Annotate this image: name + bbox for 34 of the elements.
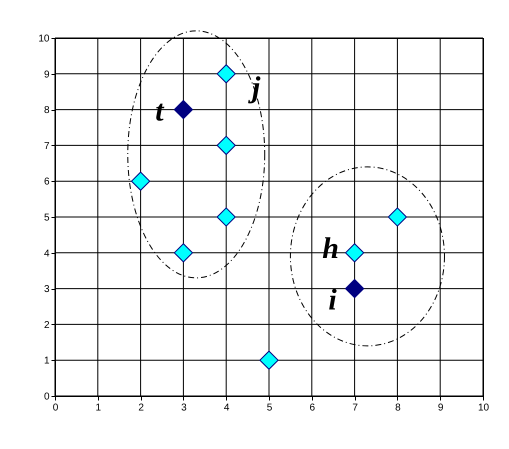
y-tick-label: 6	[44, 176, 50, 188]
x-tick-label: 5	[266, 402, 273, 414]
annotation: j	[248, 70, 262, 104]
annotation: i	[328, 284, 338, 317]
x-tick-label: 6	[310, 402, 316, 414]
y-tick-label: 0	[44, 392, 50, 402]
y-tick-label: 9	[44, 69, 50, 80]
x-tick-label: 9	[438, 402, 444, 414]
x-tick-label: 0	[52, 402, 59, 414]
point	[174, 100, 193, 120]
x-tick-label: 8	[395, 402, 402, 414]
y-tick-label: 4	[44, 248, 50, 260]
x-tick-label: 10	[478, 402, 490, 414]
x-tick-label: 7	[352, 402, 358, 414]
point	[131, 172, 150, 191]
point	[174, 243, 193, 262]
x-tick-label: 2	[138, 402, 144, 414]
x-tick-label: 3	[181, 402, 188, 414]
point	[216, 64, 236, 84]
point	[345, 279, 364, 298]
point	[216, 136, 236, 155]
y-tick-label: 8	[44, 105, 50, 116]
point	[388, 207, 407, 227]
x-tick-label: 1	[96, 402, 102, 414]
y-tick-label: 1	[44, 356, 50, 367]
y-tick-label: 7	[44, 140, 50, 152]
y-tick-label: 10	[38, 34, 50, 44]
y-tick-label: 5	[44, 212, 50, 224]
point	[216, 207, 236, 227]
y-tick-label: 3	[44, 284, 50, 296]
x-tick-label: 4	[224, 402, 230, 414]
y-tick-label: 2	[44, 320, 50, 331]
point	[345, 243, 364, 262]
point	[259, 350, 279, 370]
